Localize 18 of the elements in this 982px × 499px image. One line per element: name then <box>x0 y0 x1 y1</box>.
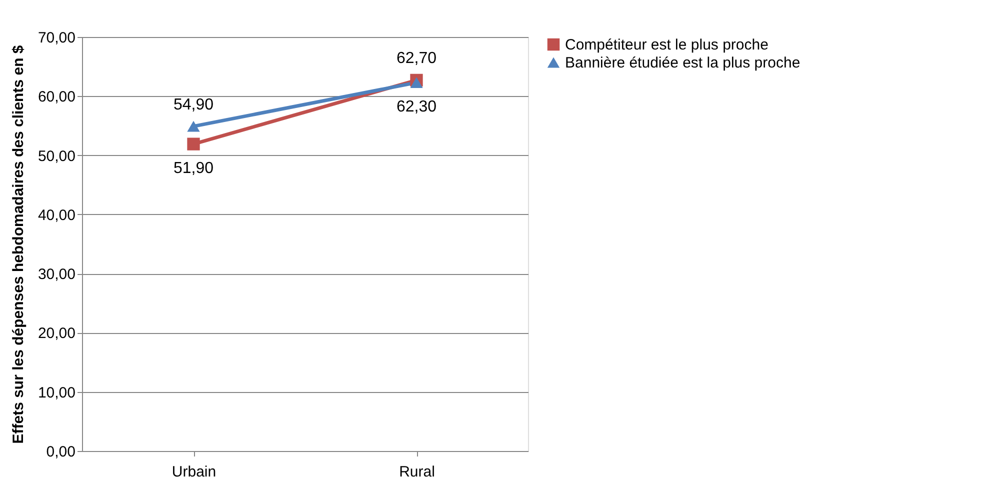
data-label: 54,90 <box>173 96 214 114</box>
y-tick-label: 20,00 <box>38 325 76 342</box>
y-tick-label: 30,00 <box>38 266 76 284</box>
y-tick-label: 60,00 <box>38 88 76 106</box>
y-tick-label: 70,00 <box>38 30 76 46</box>
data-label: 62,30 <box>396 98 437 116</box>
x-tick-label: Rural <box>399 464 435 480</box>
data-label: 51,90 <box>173 160 214 178</box>
y-axis-title: Effets sur les dépenses hebdomadaires des clients en $ <box>10 44 27 444</box>
y-tick-label: 50,00 <box>38 148 76 165</box>
point <box>187 138 200 150</box>
y-tick-label: 40,00 <box>38 206 76 224</box>
y-tick-label: 10,00 <box>38 384 76 402</box>
data-label: 62,70 <box>396 50 437 68</box>
y-tick-label: 0,00 <box>46 444 76 460</box>
legend-label: Bannière étudiée est la plus proche <box>565 54 800 72</box>
x-tick-label: Urbain <box>172 464 216 480</box>
legend-label: Compétiteur est le plus proche <box>565 36 768 54</box>
